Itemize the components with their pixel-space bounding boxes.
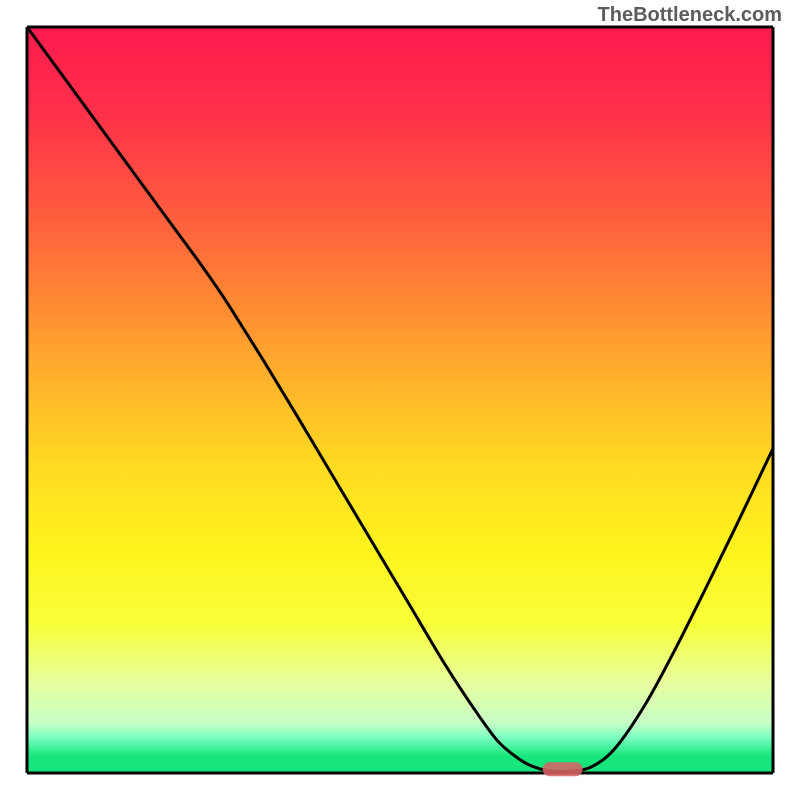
bottleneck-chart — [0, 0, 800, 800]
watermark-text: TheBottleneck.com — [598, 4, 782, 27]
chart-svg — [0, 0, 800, 800]
gradient-background — [27, 27, 773, 756]
green-band — [27, 756, 773, 773]
optimal-marker — [543, 762, 583, 776]
